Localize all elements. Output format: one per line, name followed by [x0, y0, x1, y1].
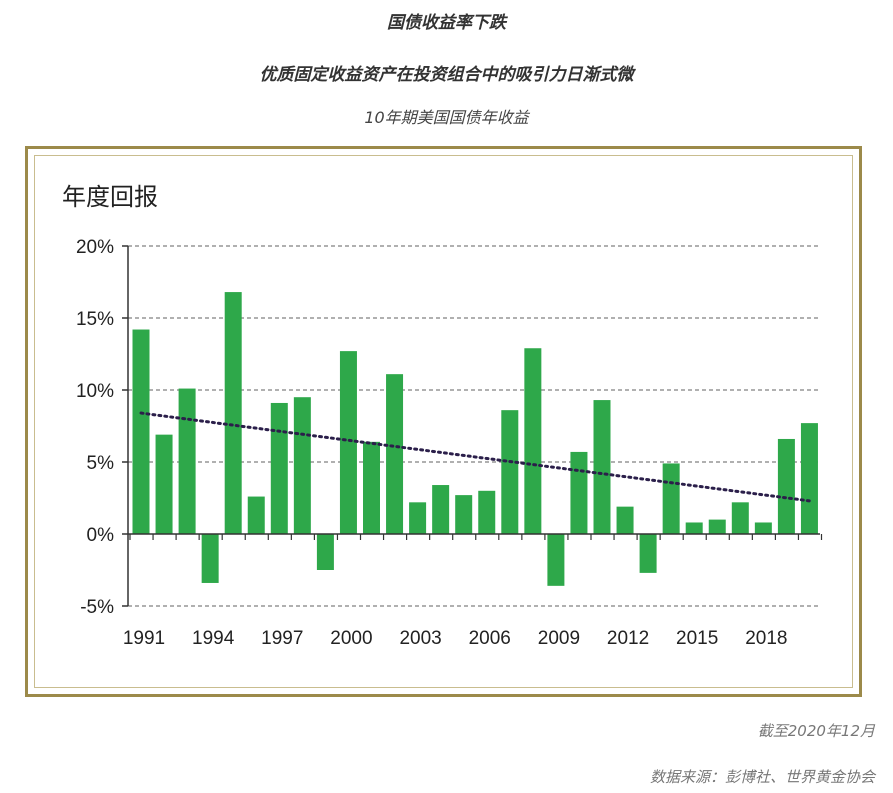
x-tick-label: 2015	[676, 628, 718, 649]
bar	[386, 374, 404, 534]
bar	[478, 490, 496, 534]
x-tick-label: 2009	[538, 628, 580, 649]
bar	[132, 329, 150, 534]
bar	[524, 348, 542, 534]
x-tick-label: 1994	[192, 628, 235, 649]
bar	[685, 522, 703, 534]
page-title: 国债收益率下跌	[387, 13, 506, 33]
chart-caption: 10年期美国国债年收益	[364, 108, 529, 127]
source-note: 数据来源：彭博社、世界黄金协会	[649, 768, 875, 786]
bar	[754, 522, 772, 534]
bar	[339, 351, 357, 534]
trend-line	[139, 411, 811, 503]
bar	[247, 496, 265, 534]
x-tick-label: 1997	[261, 628, 303, 649]
x-tick-label: 2018	[745, 628, 787, 649]
bar	[178, 388, 196, 534]
bar	[777, 438, 795, 534]
chart-inner-border	[34, 155, 853, 688]
bar	[155, 434, 173, 534]
bar	[293, 397, 311, 534]
page-subtitle: 优质固定收益资产在投资组合中的吸引力日渐式微	[259, 65, 634, 85]
as-of-note: 截至2020年12月	[757, 722, 875, 740]
bar	[432, 485, 450, 534]
bar	[363, 441, 380, 534]
x-tick-label: 2006	[469, 628, 511, 649]
bar	[662, 463, 680, 534]
bar	[639, 534, 657, 573]
bar	[708, 519, 726, 534]
x-tick-label: 1991	[123, 628, 165, 649]
x-tick-label: 2003	[399, 628, 441, 649]
bar	[800, 423, 818, 534]
x-tick-label: 2000	[330, 628, 372, 649]
chart-frame	[25, 146, 862, 697]
bar	[270, 402, 288, 534]
bar	[731, 502, 749, 534]
y-tick-label: -5%	[80, 597, 114, 618]
bar	[501, 410, 519, 534]
y-tick-label: 10%	[76, 381, 114, 402]
bar	[547, 534, 565, 586]
y-tick-label: 5%	[87, 453, 115, 474]
y-tick-label: 20%	[76, 237, 114, 258]
bar	[409, 502, 427, 534]
y-axis-label: 年度回报	[62, 184, 158, 211]
bar	[616, 506, 634, 534]
bar	[570, 451, 588, 534]
bar	[201, 534, 219, 583]
bar	[455, 495, 473, 534]
bar	[593, 400, 611, 534]
x-tick-label: 2012	[607, 628, 649, 649]
bar	[316, 534, 334, 570]
y-tick-label: 0%	[87, 525, 115, 546]
y-tick-label: 15%	[76, 309, 114, 330]
bar	[224, 292, 242, 534]
